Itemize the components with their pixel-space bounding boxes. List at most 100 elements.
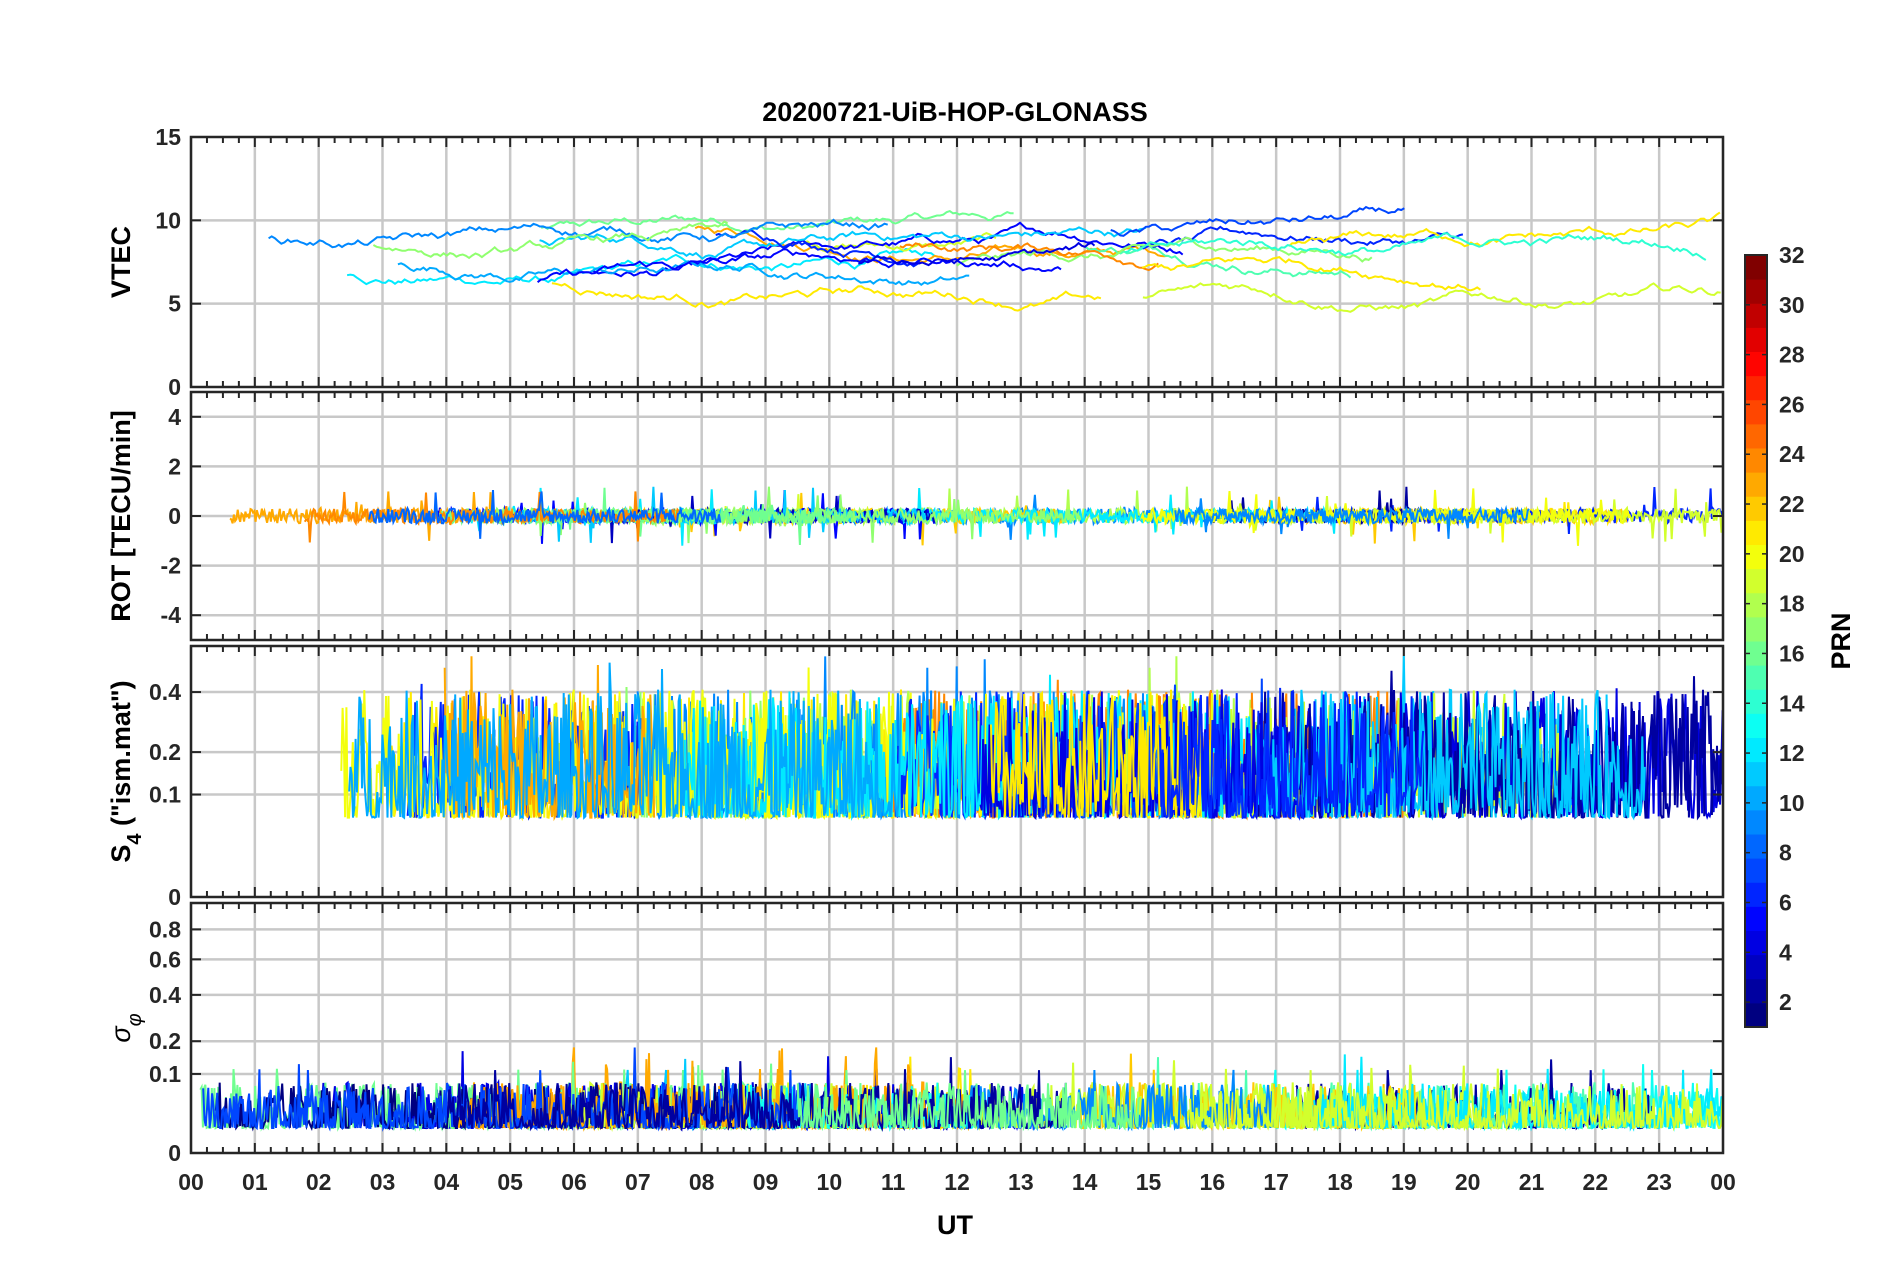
colorbar-frame	[1744, 254, 1768, 1028]
y-tick-label: 0.4	[149, 679, 181, 705]
colorbar-swatch	[1745, 1002, 1767, 1028]
colorbar-swatch	[1745, 327, 1767, 352]
y-tick-label: 0	[168, 374, 181, 400]
colorbar-swatch	[1745, 930, 1767, 956]
series-line	[397, 260, 970, 287]
colorbar-swatch	[1745, 255, 1767, 280]
series-line	[346, 247, 936, 286]
x-tick-label: 23	[1646, 1169, 1672, 1195]
x-tick-label: 20	[1455, 1169, 1481, 1195]
colorbar-swatch	[1745, 978, 1767, 1004]
y-tick-label: 15	[155, 124, 181, 150]
x-tick-label: 00	[1710, 1169, 1736, 1195]
x-tick-label: 14	[1072, 1169, 1098, 1195]
series-group	[340, 655, 1723, 822]
series-line	[303, 491, 680, 543]
x-tick-label: 10	[817, 1169, 843, 1195]
colorbar-swatch	[1745, 954, 1767, 980]
y-tick-label: -4	[161, 602, 182, 628]
series-group	[229, 486, 1723, 546]
colorbar-tick-label: 30	[1779, 292, 1805, 318]
series-line	[1159, 687, 1425, 821]
colorbar-swatch	[1745, 279, 1767, 304]
series-line	[202, 1047, 810, 1132]
colorbar-swatch	[1745, 689, 1767, 714]
colorbar-tick-label: 4	[1779, 939, 1792, 965]
series-line	[1142, 282, 1721, 313]
colorbar-swatch	[1745, 641, 1767, 666]
series-group	[268, 205, 1721, 313]
x-tick-label: 22	[1583, 1169, 1609, 1195]
series-line	[591, 221, 1184, 278]
colorbar-swatch	[1745, 375, 1767, 401]
colorbar-label: PRN	[1826, 612, 1856, 669]
colorbar-swatch	[1745, 351, 1767, 377]
colorbar-swatch	[1745, 737, 1767, 763]
colorbar-swatch	[1745, 785, 1767, 811]
series-line	[899, 242, 1159, 272]
colorbar-tick-label: 24	[1779, 441, 1805, 467]
colorbar-swatch	[1745, 448, 1767, 473]
x-tick-label: 17	[1263, 1169, 1289, 1195]
y-tick-label: 2	[168, 453, 181, 479]
series-line	[368, 489, 722, 539]
series-line	[683, 674, 1284, 821]
series-line	[796, 1070, 1141, 1132]
colorbar-tick-label: 20	[1779, 541, 1805, 567]
colorbar-swatch	[1745, 568, 1767, 594]
x-tick-label: 02	[306, 1169, 332, 1195]
colorbar-tick-label: 14	[1779, 690, 1805, 716]
x-tick-label: 18	[1327, 1169, 1353, 1195]
colorbar-swatch	[1745, 858, 1767, 883]
panel-s4: 0 0.1 0.2 0.4S4 ("ism.mat")	[106, 644, 1725, 910]
colorbar-swatch	[1745, 303, 1767, 328]
series-line	[1189, 1067, 1723, 1132]
x-axis: 00 01 02 03 04 05 06 07 08 09 10 11 12 13 14 15 16 17 18 19…	[178, 1169, 1736, 1195]
series-line	[372, 220, 729, 260]
x-axis-label: UT	[937, 1210, 973, 1240]
chart-title: 20200721-UiB-HOP-GLONASS	[762, 97, 1148, 127]
y-tick-label: 0.1	[149, 1061, 181, 1087]
y-tick-label: 0.2	[149, 739, 181, 765]
colorbar-swatch	[1745, 472, 1767, 497]
series-line	[1141, 255, 1481, 292]
x-tick-label: 15	[1136, 1169, 1162, 1195]
y-axis-label: σφ	[106, 1013, 146, 1042]
colorbar-swatch	[1745, 616, 1767, 642]
colorbar-tick-label: 18	[1779, 591, 1805, 617]
y-tick-label: 0.6	[149, 946, 181, 972]
x-tick-label: 06	[561, 1169, 587, 1195]
colorbar-swatch	[1745, 665, 1767, 690]
panel-sigma-phi: 0 0.1 0.2 0.4 0.6 0.8 σφ	[106, 901, 1725, 1166]
colorbar-tick-label: 32	[1779, 242, 1805, 268]
series-line	[1140, 488, 1631, 546]
y-tick-label: 10	[155, 207, 181, 233]
colorbar-swatch	[1745, 544, 1767, 570]
y-tick-label: 0	[168, 503, 181, 529]
series-group	[199, 1047, 1723, 1132]
colorbar-tick-label: 2	[1779, 989, 1792, 1015]
colorbar-swatch	[1745, 520, 1767, 545]
panel-vtec: 0 5 10 15 VTEC	[106, 124, 1725, 400]
colorbar-tick-label: 6	[1779, 889, 1792, 915]
series-line	[1174, 498, 1530, 539]
x-tick-label: 11	[881, 1169, 906, 1195]
y-tick-label: 4	[168, 404, 181, 430]
x-tick-label: 21	[1519, 1169, 1545, 1195]
x-tick-label: 05	[497, 1169, 523, 1195]
x-tick-label: 12	[944, 1169, 970, 1195]
series-line	[536, 248, 1062, 283]
y-tick-label: 0.1	[149, 782, 181, 808]
colorbar-swatch	[1745, 809, 1767, 835]
colorbar-tick-label: 22	[1779, 491, 1805, 517]
x-tick-label: 00	[178, 1169, 204, 1195]
x-tick-label: 01	[242, 1169, 268, 1195]
y-tick-label: 0.8	[149, 916, 181, 942]
series-line	[804, 232, 997, 253]
colorbar-tick-label: 10	[1779, 790, 1805, 816]
y-tick-label: 0.2	[149, 1028, 181, 1054]
x-tick-label: 08	[689, 1169, 715, 1195]
series-line	[540, 209, 1014, 234]
